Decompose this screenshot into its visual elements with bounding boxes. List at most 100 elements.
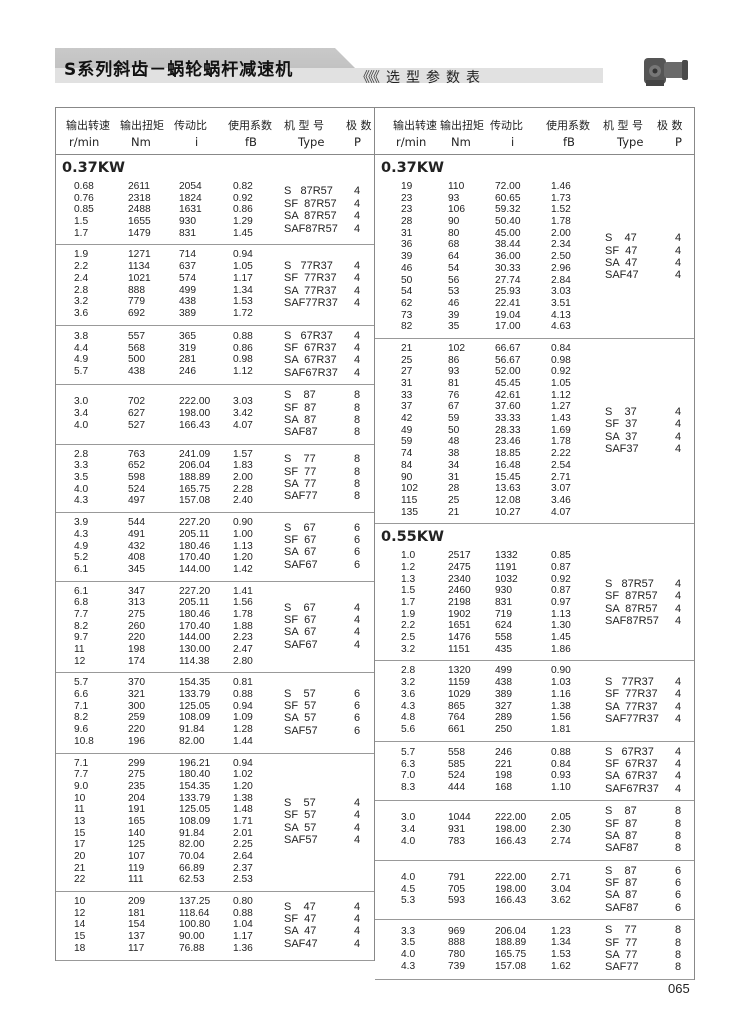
- pole-count: 4: [354, 626, 361, 639]
- torque-cell: 702: [128, 396, 145, 408]
- header-poles-unit: P: [354, 135, 361, 149]
- header-factor-unit: fB: [563, 135, 575, 149]
- factor-cell: 1.53: [233, 296, 253, 308]
- ratio-cell: 206.04: [179, 460, 211, 472]
- ratio-cell: 91.84: [179, 724, 205, 736]
- model-type: S 57: [284, 687, 316, 700]
- factor-cell: 0.92: [551, 366, 571, 378]
- type-list: S 47 4 SF 47 4 SA 47 4 SAF47 4: [597, 232, 694, 282]
- speed-cell: 1.7: [74, 227, 89, 239]
- pole-count: 4: [675, 757, 682, 770]
- ratio-cell: 438: [495, 677, 512, 689]
- pole-count: 4: [354, 601, 361, 614]
- table-row: 54 53 25.93 3.03: [375, 286, 597, 298]
- type-line: SAF47 4: [605, 269, 694, 281]
- speed-cell: 2.2: [74, 261, 89, 273]
- factor-cell: 1.52: [551, 204, 571, 216]
- factor-cell: 3.42: [233, 408, 253, 420]
- speed-cell: 3.5: [74, 472, 89, 484]
- table-row: 14 154 100.80 1.04: [56, 919, 278, 931]
- table-row: 73 39 19.04 4.13: [375, 310, 597, 322]
- model-type: SAF77: [284, 490, 318, 503]
- speed-cell: 19: [401, 181, 413, 192]
- torque-cell: 491: [128, 528, 145, 540]
- factor-cell: 2.71: [551, 471, 571, 483]
- torque-cell: 21: [448, 506, 460, 518]
- type-list: S 57 4 SF 57 4 SA 57 4 SAF57 4: [278, 797, 374, 847]
- torque-cell: 125: [128, 839, 145, 851]
- speed-cell: 3.8: [74, 330, 89, 342]
- factor-cell: 2.00: [233, 472, 253, 484]
- model-type: SF 77R37: [605, 688, 658, 701]
- pole-count: 6: [354, 700, 361, 713]
- pole-count: 6: [675, 901, 682, 914]
- torque-cell: 791: [448, 871, 465, 883]
- speed-cell: 17: [74, 839, 86, 851]
- pole-count: 4: [675, 232, 682, 245]
- type-line: SAF87R57 4: [605, 615, 694, 627]
- factor-cell: 1.78: [233, 608, 253, 620]
- type-line: SF 87 8: [284, 402, 374, 414]
- header-poles-label: 极 数: [346, 119, 372, 132]
- torque-cell: 2340: [448, 573, 471, 585]
- torque-cell: 783: [448, 835, 465, 847]
- speed-cell: 5.7: [74, 677, 89, 689]
- type-line: S 87 8: [605, 805, 694, 817]
- table-row: 17 125 82.00 2.25: [56, 839, 278, 851]
- type-line: SA 87R57 4: [605, 603, 694, 615]
- type-line: SAF67 6: [284, 559, 374, 571]
- ratio-cell: 82.00: [179, 735, 205, 747]
- speed-cell: 18: [74, 942, 86, 954]
- torque-cell: 35: [448, 321, 460, 333]
- speed-cell: 82: [401, 321, 413, 333]
- header-torque-unit: Nm: [451, 135, 471, 149]
- table-row: 33 76 42.61 1.12: [375, 390, 597, 402]
- torque-cell: 763: [128, 448, 145, 460]
- torque-cell: 299: [128, 757, 145, 769]
- table-row: 3.5 888 188.89 1.34: [375, 937, 597, 949]
- torque-cell: 692: [128, 307, 145, 319]
- speed-cell: 5.7: [401, 746, 416, 758]
- table-row: 15 137 90.00 1.17: [56, 931, 278, 943]
- ratio-cell: 1191: [495, 561, 517, 573]
- factor-cell: 0.98: [551, 354, 571, 366]
- table-row: 3.2 1159 438 1.03: [375, 677, 597, 689]
- table-row: 3.4 627 198.00 3.42: [56, 408, 278, 420]
- speed-cell: 1.0: [401, 550, 416, 562]
- type-line: SA 37 4: [605, 431, 694, 443]
- type-list: S 77R37 4 SF 77R37 4 SA 77R37 4 SAF77R37 4: [597, 676, 694, 726]
- table-row: 4.3 865 327 1.38: [375, 701, 597, 713]
- factor-cell: 1.34: [233, 284, 253, 296]
- model-type: SA 77: [284, 477, 317, 490]
- pole-count: 4: [354, 284, 361, 297]
- table-row: 3.3 652 206.04 1.83: [56, 460, 278, 472]
- table-row: 19 110 72.00 1.46: [375, 181, 597, 193]
- type-line: SA 67R37 4: [605, 770, 694, 782]
- type-list: S 77 8 SF 77 8 SA 77 8 SAF77 8: [278, 453, 374, 503]
- model-type: SF 87: [284, 401, 317, 414]
- table-row: 12 174 114.38 2.80: [56, 656, 278, 668]
- type-line: SA 87 6: [605, 889, 694, 901]
- pole-count: 4: [675, 405, 682, 418]
- ratio-cell: 196.21: [179, 757, 211, 769]
- type-line: SA 57 4: [284, 822, 374, 834]
- ratio-cell: 165.75: [495, 949, 527, 961]
- factor-cell: 1.73: [551, 192, 571, 204]
- speed-cell: 31: [401, 378, 413, 389]
- torque-cell: 53: [448, 286, 460, 298]
- group-rows: 3.3 969 206.04 1.23 3.5 888 188.89 1.34 4.0 780 16…: [375, 926, 597, 973]
- factor-cell: 2.05: [551, 812, 571, 824]
- torque-cell: 64: [448, 251, 460, 263]
- type-line: SAF57 4: [284, 834, 374, 846]
- ratio-cell: 930: [179, 216, 196, 228]
- torque-cell: 28: [448, 483, 460, 495]
- speed-cell: 1.2: [401, 561, 416, 573]
- factor-cell: 1.83: [233, 460, 253, 472]
- type-line: SAF67R37 4: [284, 367, 374, 379]
- pole-count: 4: [354, 354, 361, 367]
- speed-cell: 23: [401, 204, 413, 216]
- table-header: 输出转速 r/min 输出扭矩 Nm 传动比 i 使用系数 fB 机 型 号 Type 极 数 P: [56, 107, 374, 155]
- ratio-cell: 60.65: [495, 192, 521, 204]
- model-group: 3.0 1044 222.00 2.05 3.4 931 198.00 2.30 4.0 783 1…: [375, 801, 694, 861]
- table-row: 90 31 15.45 2.71: [375, 472, 597, 484]
